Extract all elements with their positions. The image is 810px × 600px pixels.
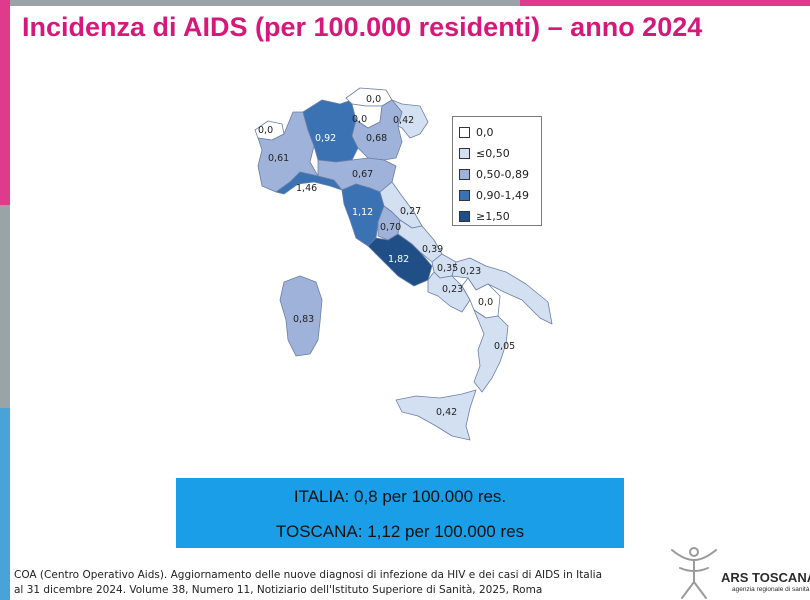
label-friuli-venezia-giulia: 0,42: [393, 115, 414, 126]
label-sicilia: 0,42: [436, 407, 457, 418]
source-citation: COA (Centro Operativo Aids). Aggiornamen…: [14, 569, 603, 596]
label-abruzzo: 0,39: [422, 244, 443, 255]
label-emilia-romagna: 0,67: [352, 169, 373, 180]
label-lazio: 1,82: [388, 254, 409, 265]
slide-title: Incidenza di AIDS (per 100.000 residenti…: [22, 12, 703, 42]
legend-swatch: [459, 168, 470, 180]
side-accent-bar: [0, 0, 10, 600]
region-calabria: [473, 309, 509, 393]
label-trentino: 0,0: [352, 114, 367, 125]
label-liguria: 1,46: [296, 183, 317, 194]
summary-toscana: TOSCANA: 1,12 per 100.000 res: [275, 522, 525, 541]
label-veneto: 0,68: [366, 133, 387, 144]
side-accent-pink: [0, 0, 10, 205]
label-piemonte: 0,61: [268, 153, 289, 164]
legend-label: ≥1,50: [476, 209, 510, 223]
label-sardegna: 0,83: [293, 314, 314, 325]
label-alto-adige: 0,0: [366, 94, 381, 105]
label-lombardia: 0,92: [315, 133, 336, 144]
label-molise: 0,35: [437, 263, 458, 274]
label-puglia: 0,23: [460, 266, 481, 277]
legend-label: ≤0,50: [476, 146, 510, 160]
ars-figure-icon: [671, 547, 717, 599]
logo-subtitle: agenzia regionale di sanità: [732, 586, 810, 593]
label-umbria: 0,70: [380, 222, 401, 233]
legend-item: 0,50-0,89: [459, 167, 529, 181]
region-friuli-venezia-giulia: [391, 99, 429, 139]
legend-label: 0,0: [476, 125, 494, 139]
top-accent-grey: [0, 0, 520, 6]
region-lazio: [367, 233, 433, 287]
legend-label: 0,50-0,89: [476, 167, 529, 181]
region-toscana: [341, 183, 385, 247]
label-marche: 0,27: [400, 206, 421, 217]
legend-item: ≤0,50: [459, 146, 510, 160]
legend-swatch: [459, 147, 470, 159]
side-accent-grey: [0, 205, 10, 408]
label-valle-d-aosta: 0,0: [258, 125, 273, 136]
top-accent-pink: [520, 0, 810, 6]
label-calabria: 0,05: [494, 341, 515, 352]
legend-item: ≥1,50: [459, 209, 510, 223]
region-piemonte: [257, 111, 319, 193]
region-sardegna: [279, 275, 323, 357]
legend-item: 0,0: [459, 125, 494, 139]
legend-item: 0,90-1,49: [459, 188, 529, 202]
legend-swatch: [459, 189, 470, 201]
top-accent-bar: [0, 0, 810, 6]
side-accent-blue: [0, 408, 10, 600]
legend-swatch: [459, 126, 470, 138]
legend-swatch: [459, 210, 470, 222]
label-campania: 0,23: [442, 284, 463, 295]
legend-label: 0,90-1,49: [476, 188, 529, 202]
summary-italia: ITALIA: 0,8 per 100.000 res.: [293, 487, 507, 506]
label-toscana: 1,12: [352, 207, 373, 218]
summary-box: ITALIA: 0,8 per 100.000 res. TOSCANA: 1,…: [176, 478, 624, 548]
region-basilicata: [461, 277, 501, 319]
logo-name: ARS TOSCANA: [721, 570, 810, 585]
map-legend: 0,0 ≤0,50 0,50-0,89 0,90-1,49 ≥1,50: [452, 116, 542, 226]
ars-toscana-logo: ARS TOSCANA agenzia regionale di sanità: [664, 542, 810, 600]
label-basilicata: 0,0: [478, 297, 493, 308]
region-sicilia: [395, 389, 477, 441]
